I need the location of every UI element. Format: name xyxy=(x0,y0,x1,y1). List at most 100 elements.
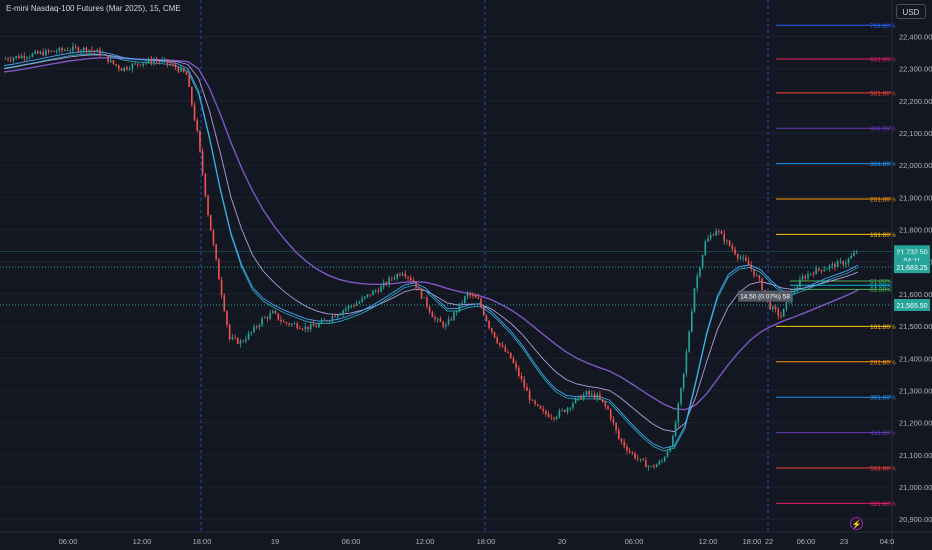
candle-body[interactable] xyxy=(291,323,293,325)
candle-body[interactable] xyxy=(155,60,158,62)
candle-body[interactable] xyxy=(742,257,744,259)
candle-body[interactable] xyxy=(553,417,555,420)
candle-body[interactable] xyxy=(120,68,123,71)
candle-body[interactable] xyxy=(431,312,434,318)
candle-body[interactable] xyxy=(453,312,455,320)
candle-body[interactable] xyxy=(177,67,180,72)
candle-body[interactable] xyxy=(399,274,401,276)
candle-body[interactable] xyxy=(380,286,382,292)
candle-body[interactable] xyxy=(647,466,650,468)
candle-body[interactable] xyxy=(509,352,512,359)
candle-body[interactable] xyxy=(596,394,599,399)
candle-body[interactable] xyxy=(604,401,607,407)
candle-body[interactable] xyxy=(482,306,485,316)
candle-body[interactable] xyxy=(539,405,542,409)
candle-body[interactable] xyxy=(320,320,323,324)
candle-body[interactable] xyxy=(242,340,244,342)
candle-body[interactable] xyxy=(650,466,653,467)
candle-body[interactable] xyxy=(439,318,442,322)
candle-body[interactable] xyxy=(412,280,415,282)
candle-body[interactable] xyxy=(80,50,82,52)
candle-body[interactable] xyxy=(574,397,577,404)
candle-body[interactable] xyxy=(404,273,407,277)
candle-body[interactable] xyxy=(55,51,58,53)
candle-body[interactable] xyxy=(220,279,223,296)
candle-body[interactable] xyxy=(266,317,269,319)
candle-body[interactable] xyxy=(828,265,831,269)
candle-body[interactable] xyxy=(499,342,501,346)
candle-body[interactable] xyxy=(455,311,458,313)
candle-body[interactable] xyxy=(185,72,188,75)
candle-body[interactable] xyxy=(315,326,317,328)
candle-body[interactable] xyxy=(534,400,536,405)
candle-body[interactable] xyxy=(512,358,515,364)
candle-body[interactable] xyxy=(545,410,547,414)
candle-body[interactable] xyxy=(585,391,588,395)
candle-body[interactable] xyxy=(618,430,620,439)
candle-body[interactable] xyxy=(169,63,172,65)
candle-body[interactable] xyxy=(15,56,17,58)
candle-body[interactable] xyxy=(628,450,631,453)
candle-body[interactable] xyxy=(126,67,128,70)
candle-body[interactable] xyxy=(163,59,166,61)
candle-body[interactable] xyxy=(739,257,742,259)
candle-body[interactable] xyxy=(142,63,144,66)
candle-body[interactable] xyxy=(207,195,209,215)
candle-body[interactable] xyxy=(99,49,101,55)
candle-body[interactable] xyxy=(515,363,517,368)
candle-body[interactable] xyxy=(793,290,796,293)
candle-body[interactable] xyxy=(128,69,131,70)
candle-body[interactable] xyxy=(26,57,28,59)
candle-body[interactable] xyxy=(845,263,847,265)
candle-body[interactable] xyxy=(301,328,304,330)
candle-body[interactable] xyxy=(36,51,39,54)
candle-body[interactable] xyxy=(826,268,828,270)
candle-body[interactable] xyxy=(7,58,9,60)
candle-body[interactable] xyxy=(247,333,250,340)
candle-body[interactable] xyxy=(590,393,593,395)
candle-body[interactable] xyxy=(418,287,420,289)
candle-body[interactable] xyxy=(234,337,236,339)
candle-body[interactable] xyxy=(653,466,655,468)
candle-body[interactable] xyxy=(193,104,196,121)
candle-body[interactable] xyxy=(836,261,839,268)
candle-body[interactable] xyxy=(345,308,347,311)
candle-body[interactable] xyxy=(258,325,261,328)
candle-body[interactable] xyxy=(472,295,474,296)
candle-body[interactable] xyxy=(372,291,374,296)
candle-body[interactable] xyxy=(572,403,574,408)
candle-body[interactable] xyxy=(518,367,520,376)
candle-body[interactable] xyxy=(401,273,404,276)
candle-body[interactable] xyxy=(323,320,326,322)
candle-body[interactable] xyxy=(131,64,134,70)
candle-body[interactable] xyxy=(447,319,450,325)
candle-body[interactable] xyxy=(645,460,647,468)
candle-body[interactable] xyxy=(531,400,534,401)
candle-body[interactable] xyxy=(609,409,612,420)
candle-body[interactable] xyxy=(469,292,471,296)
candle-body[interactable] xyxy=(396,274,399,279)
candle-body[interactable] xyxy=(580,395,582,400)
candle-body[interactable] xyxy=(331,316,334,321)
candle-body[interactable] xyxy=(23,55,26,59)
candle-body[interactable] xyxy=(672,436,674,448)
candle-body[interactable] xyxy=(93,50,96,52)
candle-body[interactable] xyxy=(385,282,388,285)
candle-body[interactable] xyxy=(685,351,688,374)
candle-body[interactable] xyxy=(555,416,558,420)
candle-body[interactable] xyxy=(699,267,701,277)
candle-body[interactable] xyxy=(426,297,428,307)
candle-body[interactable] xyxy=(736,254,739,259)
candle-body[interactable] xyxy=(9,59,12,61)
candle-body[interactable] xyxy=(707,238,709,242)
candle-body[interactable] xyxy=(839,261,842,263)
candle-body[interactable] xyxy=(853,252,855,256)
candle-body[interactable] xyxy=(445,324,447,327)
candle-body[interactable] xyxy=(180,68,182,72)
candle-body[interactable] xyxy=(712,235,715,237)
candle-body[interactable] xyxy=(85,47,88,53)
candle-body[interactable] xyxy=(101,54,104,55)
candle-body[interactable] xyxy=(855,252,858,254)
candle-body[interactable] xyxy=(428,306,431,313)
